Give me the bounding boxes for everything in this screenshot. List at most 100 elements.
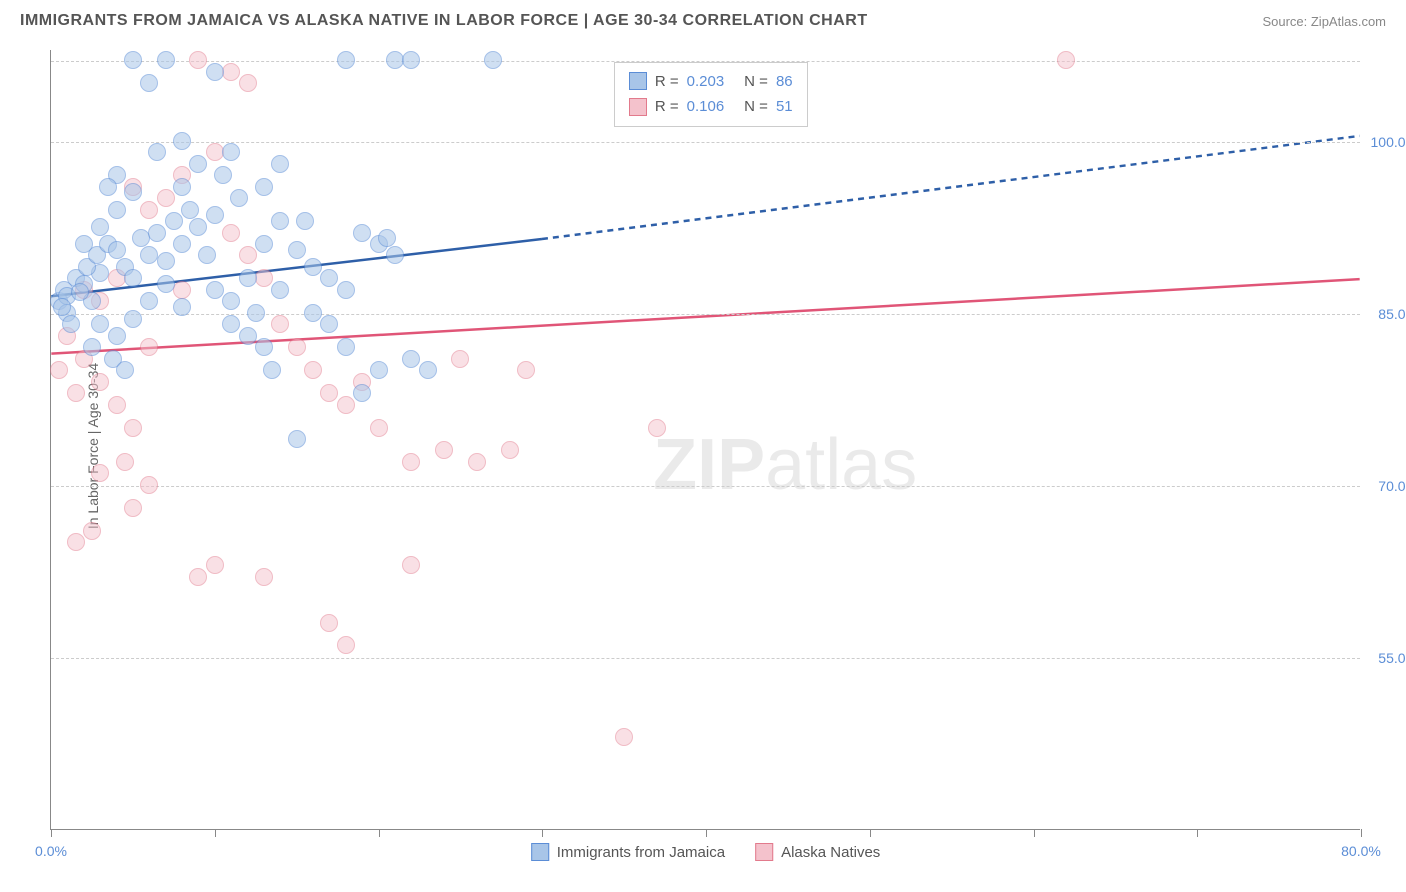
- data-point-alaska: [173, 281, 191, 299]
- data-point-alaska: [304, 361, 322, 379]
- data-point-jamaica: [62, 315, 80, 333]
- x-tick: [706, 829, 707, 837]
- data-point-jamaica: [173, 132, 191, 150]
- data-point-alaska: [67, 384, 85, 402]
- data-point-alaska: [124, 419, 142, 437]
- legend: Immigrants from Jamaica Alaska Natives: [531, 843, 881, 861]
- data-point-jamaica: [140, 246, 158, 264]
- data-point-jamaica: [247, 304, 265, 322]
- data-point-alaska: [91, 373, 109, 391]
- chart-plot-area: ZIPatlas R = 0.203 N = 86 R = 0.106 N = …: [50, 50, 1360, 830]
- data-point-jamaica: [353, 384, 371, 402]
- gridline-h: [51, 486, 1360, 487]
- data-point-jamaica: [148, 143, 166, 161]
- data-point-jamaica: [370, 361, 388, 379]
- data-point-alaska: [517, 361, 535, 379]
- data-point-alaska: [206, 143, 224, 161]
- data-point-jamaica: [337, 51, 355, 69]
- data-point-jamaica: [271, 155, 289, 173]
- data-point-alaska: [50, 361, 68, 379]
- y-tick-label: 55.0%: [1378, 650, 1406, 666]
- data-point-jamaica: [288, 430, 306, 448]
- data-point-jamaica: [91, 315, 109, 333]
- chart-title: IMMIGRANTS FROM JAMAICA VS ALASKA NATIVE…: [20, 12, 868, 30]
- data-point-alaska: [189, 568, 207, 586]
- data-point-alaska: [320, 614, 338, 632]
- data-point-jamaica: [402, 350, 420, 368]
- data-point-jamaica: [386, 246, 404, 264]
- x-tick: [1197, 829, 1198, 837]
- x-tick: [1361, 829, 1362, 837]
- data-point-jamaica: [239, 269, 257, 287]
- stats-row: R = 0.106 N = 51: [629, 94, 793, 120]
- data-point-alaska: [83, 522, 101, 540]
- data-point-jamaica: [173, 235, 191, 253]
- data-point-alaska: [124, 499, 142, 517]
- data-point-alaska: [239, 74, 257, 92]
- data-point-jamaica: [271, 281, 289, 299]
- data-point-jamaica: [108, 327, 126, 345]
- data-point-alaska: [402, 453, 420, 471]
- x-tick: [215, 829, 216, 837]
- data-point-jamaica: [99, 178, 117, 196]
- data-point-jamaica: [173, 178, 191, 196]
- data-point-jamaica: [148, 224, 166, 242]
- data-point-alaska: [140, 201, 158, 219]
- data-point-alaska: [337, 396, 355, 414]
- data-point-jamaica: [157, 275, 175, 293]
- data-point-jamaica: [71, 283, 89, 301]
- data-point-alaska: [451, 350, 469, 368]
- source-label: Source: ZipAtlas.com: [1262, 14, 1386, 29]
- data-point-jamaica: [230, 189, 248, 207]
- data-point-jamaica: [320, 269, 338, 287]
- x-tick-label: 80.0%: [1341, 843, 1381, 859]
- data-point-alaska: [337, 636, 355, 654]
- x-tick-label: 0.0%: [35, 843, 67, 859]
- data-point-jamaica: [75, 235, 93, 253]
- data-point-jamaica: [157, 252, 175, 270]
- data-point-jamaica: [140, 74, 158, 92]
- data-point-jamaica: [222, 292, 240, 310]
- data-point-alaska: [157, 189, 175, 207]
- y-tick-label: 85.0%: [1378, 306, 1406, 322]
- x-tick: [51, 829, 52, 837]
- data-point-alaska: [615, 728, 633, 746]
- data-point-jamaica: [263, 361, 281, 379]
- data-point-alaska: [402, 556, 420, 574]
- data-point-jamaica: [320, 315, 338, 333]
- data-point-alaska: [1057, 51, 1075, 69]
- trend-lines-layer: [51, 50, 1360, 829]
- data-point-jamaica: [124, 183, 142, 201]
- data-point-jamaica: [353, 224, 371, 242]
- data-point-jamaica: [91, 218, 109, 236]
- data-point-alaska: [370, 419, 388, 437]
- data-point-alaska: [206, 556, 224, 574]
- legend-label-alaska: Alaska Natives: [781, 844, 880, 861]
- gridline-h: [51, 142, 1360, 143]
- data-point-jamaica: [108, 241, 126, 259]
- legend-item-alaska: Alaska Natives: [755, 843, 880, 861]
- data-point-jamaica: [484, 51, 502, 69]
- data-point-jamaica: [296, 212, 314, 230]
- x-tick: [1034, 829, 1035, 837]
- data-point-alaska: [271, 315, 289, 333]
- data-point-jamaica: [255, 178, 273, 196]
- data-point-jamaica: [337, 338, 355, 356]
- data-point-jamaica: [206, 206, 224, 224]
- data-point-alaska: [320, 384, 338, 402]
- stats-swatch: [629, 72, 647, 90]
- legend-item-jamaica: Immigrants from Jamaica: [531, 843, 725, 861]
- data-point-jamaica: [198, 246, 216, 264]
- data-point-jamaica: [304, 304, 322, 322]
- data-point-jamaica: [386, 51, 404, 69]
- data-point-jamaica: [140, 292, 158, 310]
- data-point-jamaica: [181, 201, 199, 219]
- y-tick-label: 100.0%: [1371, 134, 1406, 150]
- data-point-jamaica: [189, 155, 207, 173]
- data-point-jamaica: [214, 166, 232, 184]
- data-point-jamaica: [222, 315, 240, 333]
- data-point-jamaica: [173, 298, 191, 316]
- data-point-jamaica: [189, 218, 207, 236]
- data-point-jamaica: [222, 143, 240, 161]
- gridline-h: [51, 61, 1360, 62]
